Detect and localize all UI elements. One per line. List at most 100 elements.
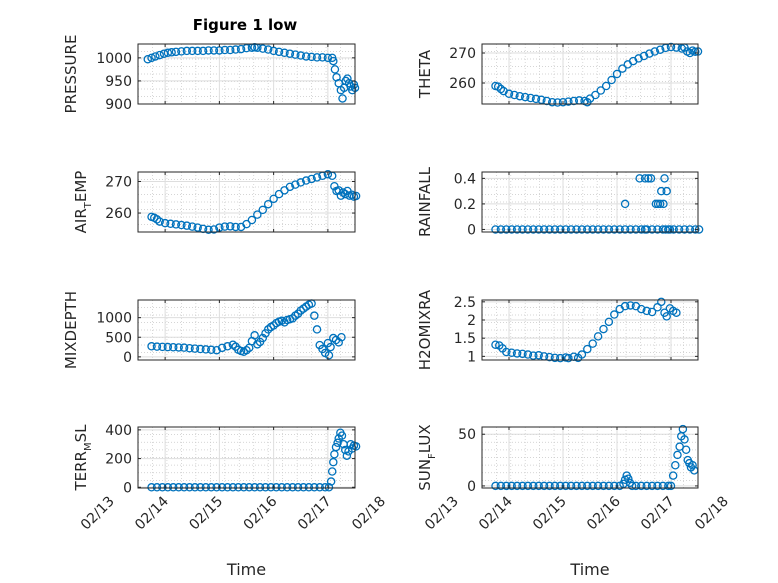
data-point: [583, 344, 592, 354]
x-tick-label: 02/14: [476, 493, 516, 533]
data-point: [324, 351, 334, 360]
data-point: [637, 225, 646, 234]
data-point: [601, 81, 611, 91]
data-point: [342, 451, 352, 460]
subplot-air_temp: 260 270 AIRTEMP: [72, 169, 361, 235]
y-tick-label: 900: [105, 97, 132, 113]
x-tick-label: 02/18: [692, 494, 732, 534]
data-point: [520, 92, 530, 102]
data-point: [324, 483, 334, 492]
data-point: [534, 225, 543, 234]
data-point: [236, 44, 246, 54]
data-point: [678, 424, 688, 434]
data-point: [263, 199, 273, 209]
data-point: [566, 225, 576, 234]
data-point: [572, 225, 581, 234]
data-point: [504, 89, 514, 99]
data-point: [634, 54, 643, 63]
data-point: [225, 45, 235, 55]
data-point: [556, 225, 565, 234]
x-tick-label: 02/15: [186, 494, 226, 534]
data-point: [604, 481, 614, 491]
axes-frame: [481, 43, 699, 105]
subplot-rainfall: 0 0.2 0.4 RAINFALL: [416, 166, 704, 238]
data-point: [523, 481, 533, 491]
data-point: [288, 314, 297, 323]
data-point: [171, 47, 181, 57]
data-point: [572, 481, 581, 491]
data-point: [637, 304, 646, 314]
data-point: [523, 225, 533, 234]
data-point: [556, 481, 565, 491]
data-point: [231, 222, 240, 232]
data-point: [250, 483, 259, 492]
data-point: [671, 461, 680, 470]
data-point: [593, 481, 603, 491]
data-point: [201, 345, 211, 354]
data-point: [545, 481, 554, 491]
data-point: [155, 50, 164, 60]
data-point: [502, 347, 511, 357]
data-point: [185, 483, 194, 492]
data-point: [491, 340, 500, 349]
data-point: [274, 47, 284, 57]
axes-frame: [137, 426, 356, 489]
data-point: [174, 343, 183, 352]
data-point: [282, 483, 292, 492]
data-point: [577, 481, 587, 491]
data-point: [255, 483, 265, 492]
data-point: [655, 45, 665, 54]
data-point: [647, 481, 657, 491]
data-point: [672, 308, 681, 317]
data-point: [631, 225, 641, 234]
data-point: [190, 344, 200, 353]
data-point: [550, 353, 560, 363]
data-point: [627, 481, 637, 491]
data-point: [588, 339, 597, 348]
data-point: [657, 297, 666, 307]
data-point: [187, 46, 197, 56]
data-point: [158, 483, 167, 492]
data-point: [220, 45, 230, 55]
y-tick-label: 270: [449, 46, 476, 62]
axes-frame: [481, 171, 699, 233]
data-point: [545, 225, 554, 234]
data-point: [338, 188, 348, 197]
data-point: [285, 49, 295, 58]
y-tick-label: 0: [467, 479, 476, 495]
data-point: [545, 352, 554, 362]
y-tick-label: 1: [467, 349, 476, 365]
x-tick-label: 02/17: [295, 494, 335, 534]
data-point: [269, 194, 278, 204]
x-tick-label: 02/16: [241, 493, 281, 533]
data-point: [225, 222, 235, 231]
data-point: [556, 353, 565, 363]
subplot-sun_flux: 0 50 SUNFLUX 02/13 02/14 02/15 02/16 02/17 02/18…: [416, 424, 732, 579]
y-tick-label: 2.5: [454, 295, 476, 311]
y-tick-label: 260: [105, 206, 132, 222]
data-point: [285, 182, 295, 192]
data-point: [253, 340, 262, 349]
data-point: [615, 225, 624, 234]
data-point: [666, 42, 676, 52]
data-point: [337, 333, 346, 342]
data-point: [553, 98, 562, 107]
data-point: [307, 52, 316, 62]
data-point: [507, 348, 516, 357]
data-point: [642, 481, 651, 491]
axes-frame: [137, 171, 356, 233]
data-point: [187, 222, 197, 231]
data-point: [599, 481, 608, 491]
x-tick-label: 02/15: [530, 494, 570, 534]
data-point: [198, 46, 208, 56]
data-point: [310, 483, 319, 492]
data-point: [558, 97, 568, 107]
data-point: [655, 199, 665, 209]
data-point: [326, 477, 336, 486]
axes-frame: [137, 299, 356, 361]
data-point: [639, 51, 649, 61]
data-point: [510, 90, 519, 100]
data-point: [512, 481, 522, 491]
